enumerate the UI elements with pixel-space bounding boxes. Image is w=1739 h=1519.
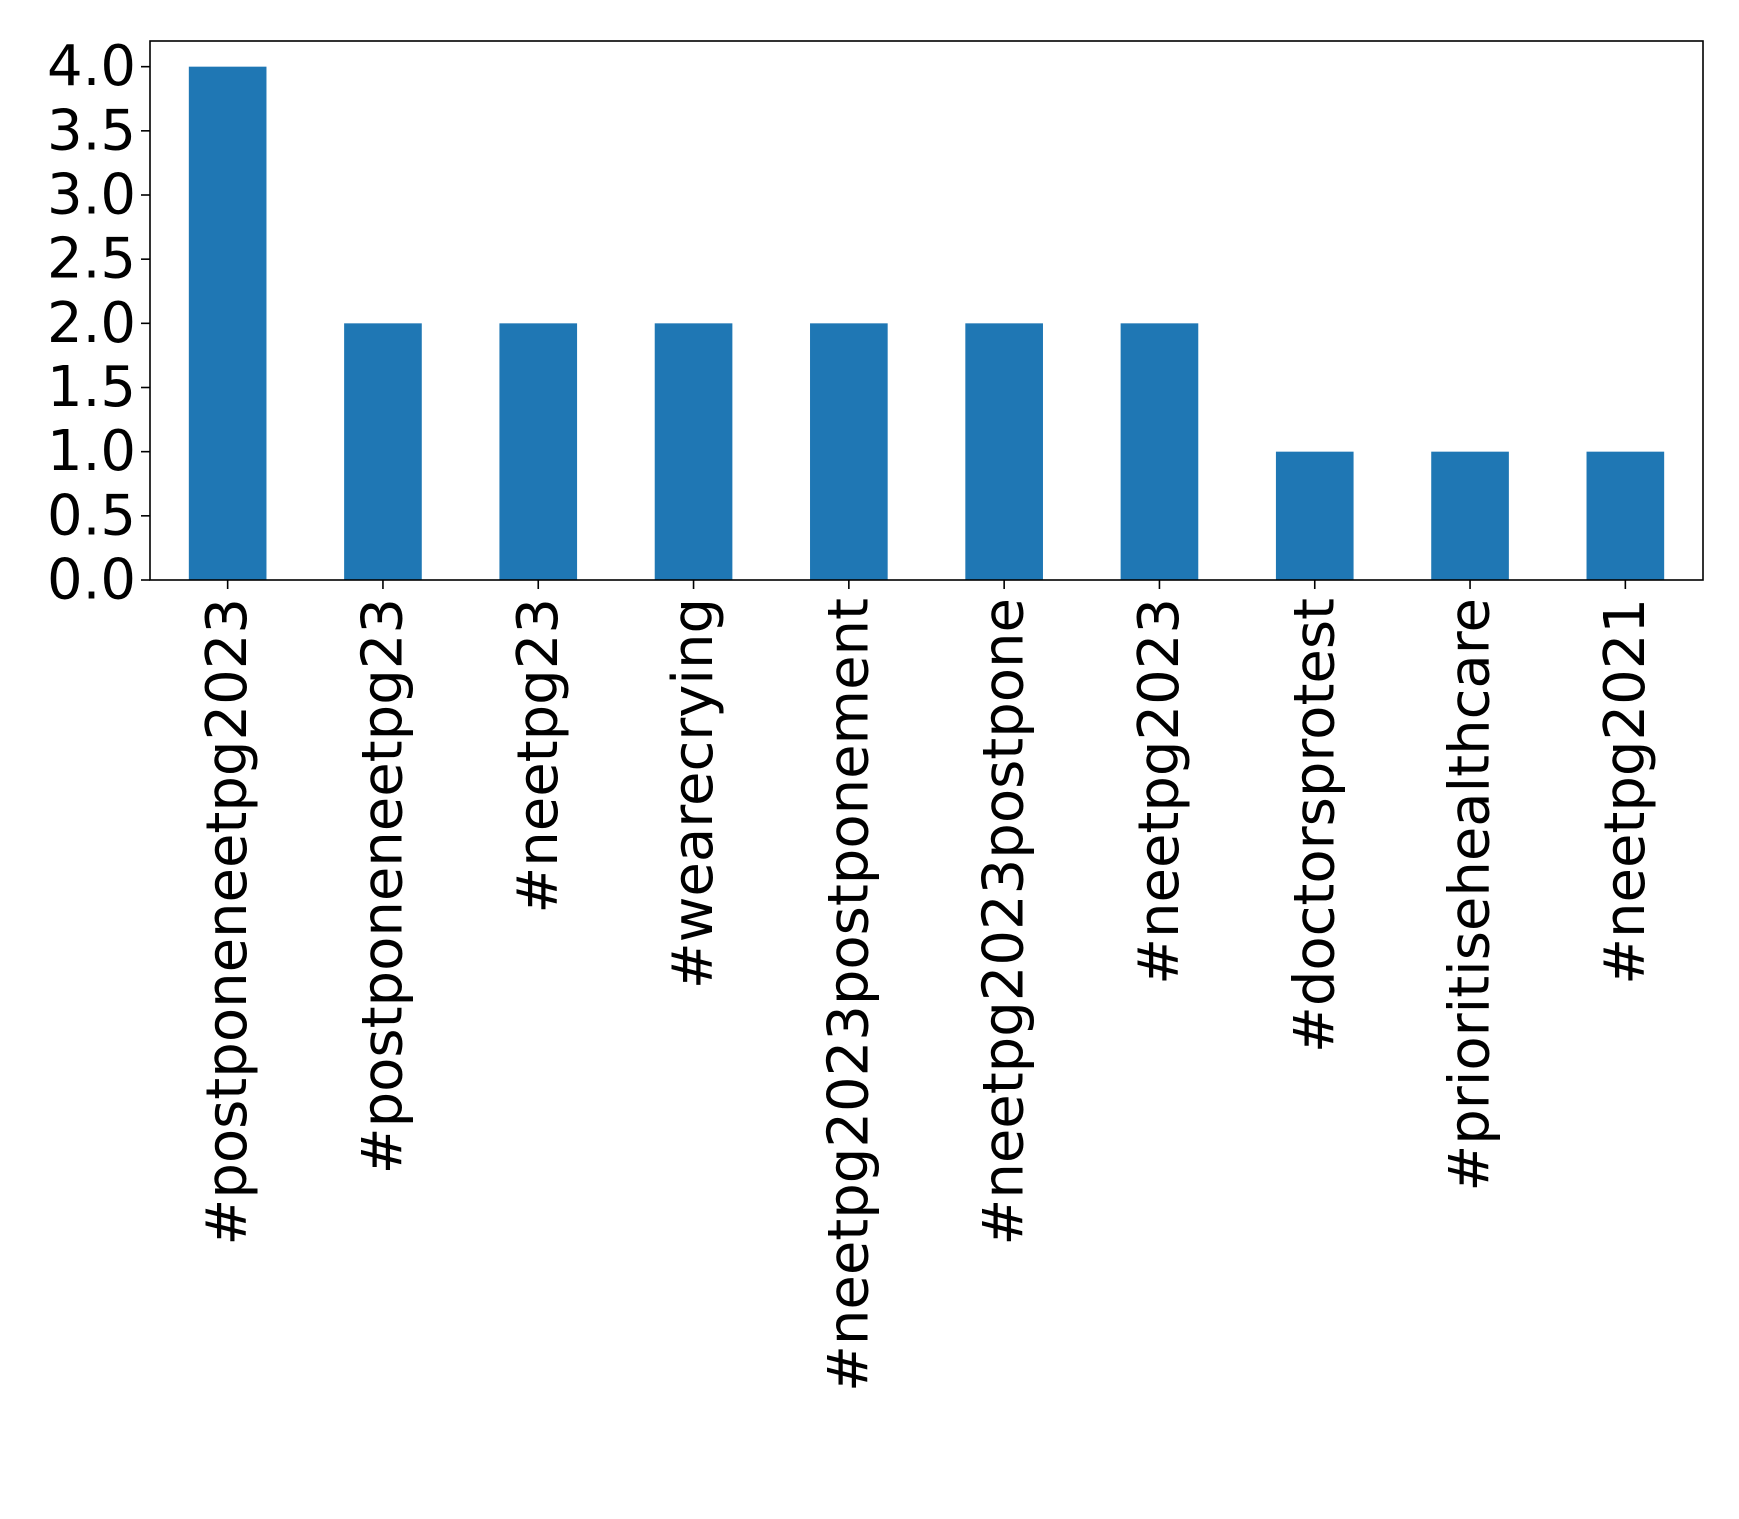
y-axis: 0.00.51.01.52.02.53.03.54.0: [47, 34, 150, 613]
bar-6: [1120, 323, 1199, 580]
x-tick-label: #prioritisehealthcare: [1438, 598, 1503, 1192]
x-tick-label: #neetpg2021: [1593, 598, 1658, 985]
y-tick-label: 1.0: [47, 419, 136, 484]
x-tick-label: #postponeneetpg2023: [195, 598, 260, 1246]
x-tick-label: #postponeneetpg23: [350, 598, 415, 1174]
x-tick-label: #doctorsprotest: [1282, 598, 1347, 1053]
bar-1: [344, 323, 422, 580]
bar-9: [1586, 451, 1665, 580]
y-tick-label: 3.0: [47, 163, 136, 228]
y-tick-label: 0.5: [47, 483, 136, 548]
plot-frame: [149, 40, 1704, 581]
y-tick-label: 0.0: [47, 548, 136, 613]
x-tick-label: #neetpg23: [506, 598, 571, 914]
x-tick-label: #wearecrying: [661, 598, 726, 989]
y-tick-label: 4.0: [47, 34, 136, 99]
bars-layer: [188, 66, 1665, 580]
bar-5: [965, 323, 1043, 580]
bar-8: [1431, 451, 1509, 580]
bar-3: [654, 323, 733, 580]
bar-4: [810, 323, 888, 580]
x-tick-label: #neetpg2023postpone: [972, 598, 1037, 1246]
y-tick-label: 2.0: [47, 291, 136, 356]
y-tick-label: 2.5: [47, 227, 136, 292]
x-tick-label: #neetpg2023: [1127, 598, 1192, 985]
y-tick-label: 3.5: [47, 98, 136, 163]
y-tick-label: 1.5: [47, 355, 136, 420]
x-tick-label: #neetpg2023postponement: [816, 598, 881, 1392]
bar-2: [499, 323, 578, 580]
bar-0: [188, 66, 267, 580]
bar-7: [1275, 451, 1354, 580]
x-axis: #postponeneetpg2023 #postponeneetpg23 #nee…: [195, 580, 1658, 1392]
